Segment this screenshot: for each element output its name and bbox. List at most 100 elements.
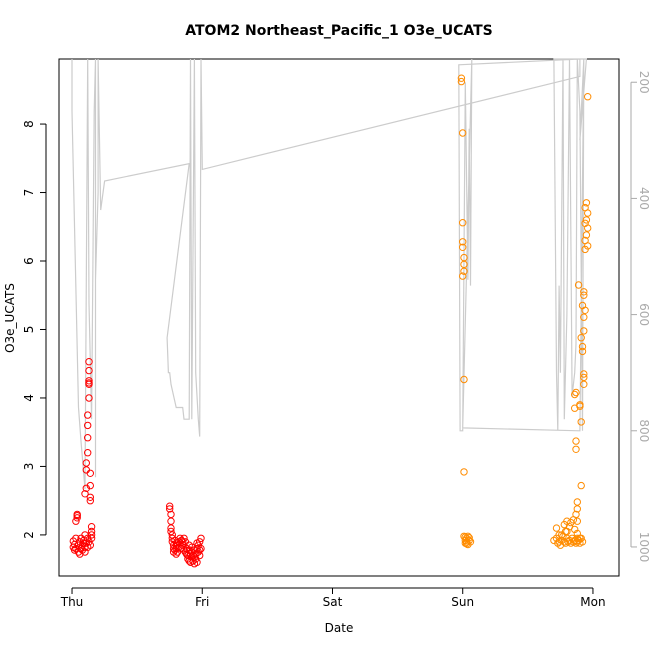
x-axis: Thu Fri Sat Sun Mon <box>60 587 606 609</box>
data-point-early <box>172 541 180 549</box>
data-point-early <box>166 502 174 510</box>
data-point-late <box>461 533 469 541</box>
data-point-early <box>180 534 188 542</box>
data-point-early <box>197 534 205 542</box>
x-tick-label: Sat <box>323 595 343 609</box>
data-point-early <box>85 379 93 387</box>
data-point-late <box>555 531 563 539</box>
y-axis-label: O3e_UCATS <box>3 283 17 353</box>
data-point-late <box>584 93 592 101</box>
data-point-early <box>167 527 175 536</box>
x-tick-label: Mon <box>580 595 605 609</box>
data-point-late <box>460 468 468 476</box>
data-point-late <box>576 401 584 409</box>
data-point-late <box>582 199 591 207</box>
y-axis: 2 3 4 5 6 7 8 <box>22 120 47 539</box>
y2-tick-label: 1000 <box>637 532 650 563</box>
data-point-late <box>459 129 467 137</box>
data-point-early <box>173 539 182 547</box>
data-point-late <box>457 74 466 82</box>
data-point-late <box>582 216 591 224</box>
data-point-late <box>574 281 583 289</box>
data-point-early <box>196 546 204 554</box>
data-point-late <box>567 518 575 527</box>
data-point-early <box>86 541 95 549</box>
data-point-early <box>80 539 88 547</box>
data-point-early <box>197 544 205 553</box>
data-point-late <box>584 242 592 250</box>
data-point-early <box>181 538 190 546</box>
data-point-early <box>82 466 91 474</box>
data-point-late <box>582 231 591 239</box>
data-point-early <box>87 527 96 536</box>
data-point-late <box>580 373 588 382</box>
data-points <box>69 74 592 568</box>
data-point-early <box>86 469 95 477</box>
data-point-late <box>580 288 588 296</box>
data-point-late <box>460 267 468 275</box>
x-tick-label: Sun <box>451 595 474 609</box>
data-point-early <box>193 539 201 547</box>
data-point-early <box>172 550 180 558</box>
y-tick-label: 6 <box>22 257 36 265</box>
data-point-late <box>571 404 579 412</box>
data-point-early <box>84 421 92 430</box>
data-point-late <box>580 291 588 299</box>
data-point-early <box>188 553 196 561</box>
data-point-late <box>580 380 588 388</box>
data-point-early <box>81 490 89 498</box>
y-tick-label: 7 <box>22 189 36 197</box>
data-point-early <box>85 394 93 402</box>
data-point-early <box>196 551 204 560</box>
data-point-early <box>86 493 95 501</box>
data-point-late <box>571 525 579 534</box>
y2-tick-label: 600 <box>637 303 650 326</box>
data-point-early <box>82 459 91 467</box>
data-point-late <box>573 505 581 513</box>
data-point-early <box>87 523 96 531</box>
x-axis-label: Date <box>325 621 354 635</box>
data-point-late <box>572 510 580 519</box>
data-point-late <box>459 272 467 280</box>
data-point-late <box>584 224 592 232</box>
data-point-late <box>577 418 585 426</box>
data-point-early <box>179 538 187 546</box>
y-tick-label: 2 <box>22 531 36 539</box>
data-point-late <box>580 327 588 335</box>
data-point-early <box>86 497 95 505</box>
data-point-late <box>459 243 467 252</box>
data-point-late <box>466 538 475 546</box>
data-point-early <box>84 449 92 457</box>
y-tick-label: 8 <box>22 120 36 128</box>
y2-tick-label: 400 <box>637 187 650 210</box>
y-tick-label: 5 <box>22 326 36 334</box>
data-point-late <box>577 334 585 342</box>
data-point-early <box>167 517 175 525</box>
data-point-early <box>85 377 93 385</box>
plot-area-frame <box>58 58 620 577</box>
data-point-early <box>84 434 92 442</box>
data-point-late <box>571 390 579 399</box>
data-point-early <box>72 517 80 525</box>
data-point-late <box>465 534 473 542</box>
data-point-late <box>572 437 580 445</box>
data-point-late <box>462 540 471 548</box>
data-point-early <box>86 481 95 490</box>
data-point-late <box>460 375 468 384</box>
pressure-line <box>71 58 588 489</box>
data-point-early <box>190 560 199 568</box>
chart-title: ATOM2 Northeast_Pacific_1 O3e_UCATS <box>185 23 493 39</box>
y2-tick-label: 200 <box>637 71 650 94</box>
data-point-early <box>166 505 174 513</box>
data-point-early <box>84 534 92 542</box>
data-point-late <box>578 342 587 351</box>
data-point-late <box>561 527 570 536</box>
data-point-late <box>460 260 468 269</box>
data-point-early <box>167 524 175 532</box>
data-point-late <box>578 347 587 356</box>
data-point-early <box>85 366 93 375</box>
data-point-late <box>459 238 467 246</box>
data-point-late <box>584 209 592 217</box>
data-point-early <box>73 514 81 522</box>
